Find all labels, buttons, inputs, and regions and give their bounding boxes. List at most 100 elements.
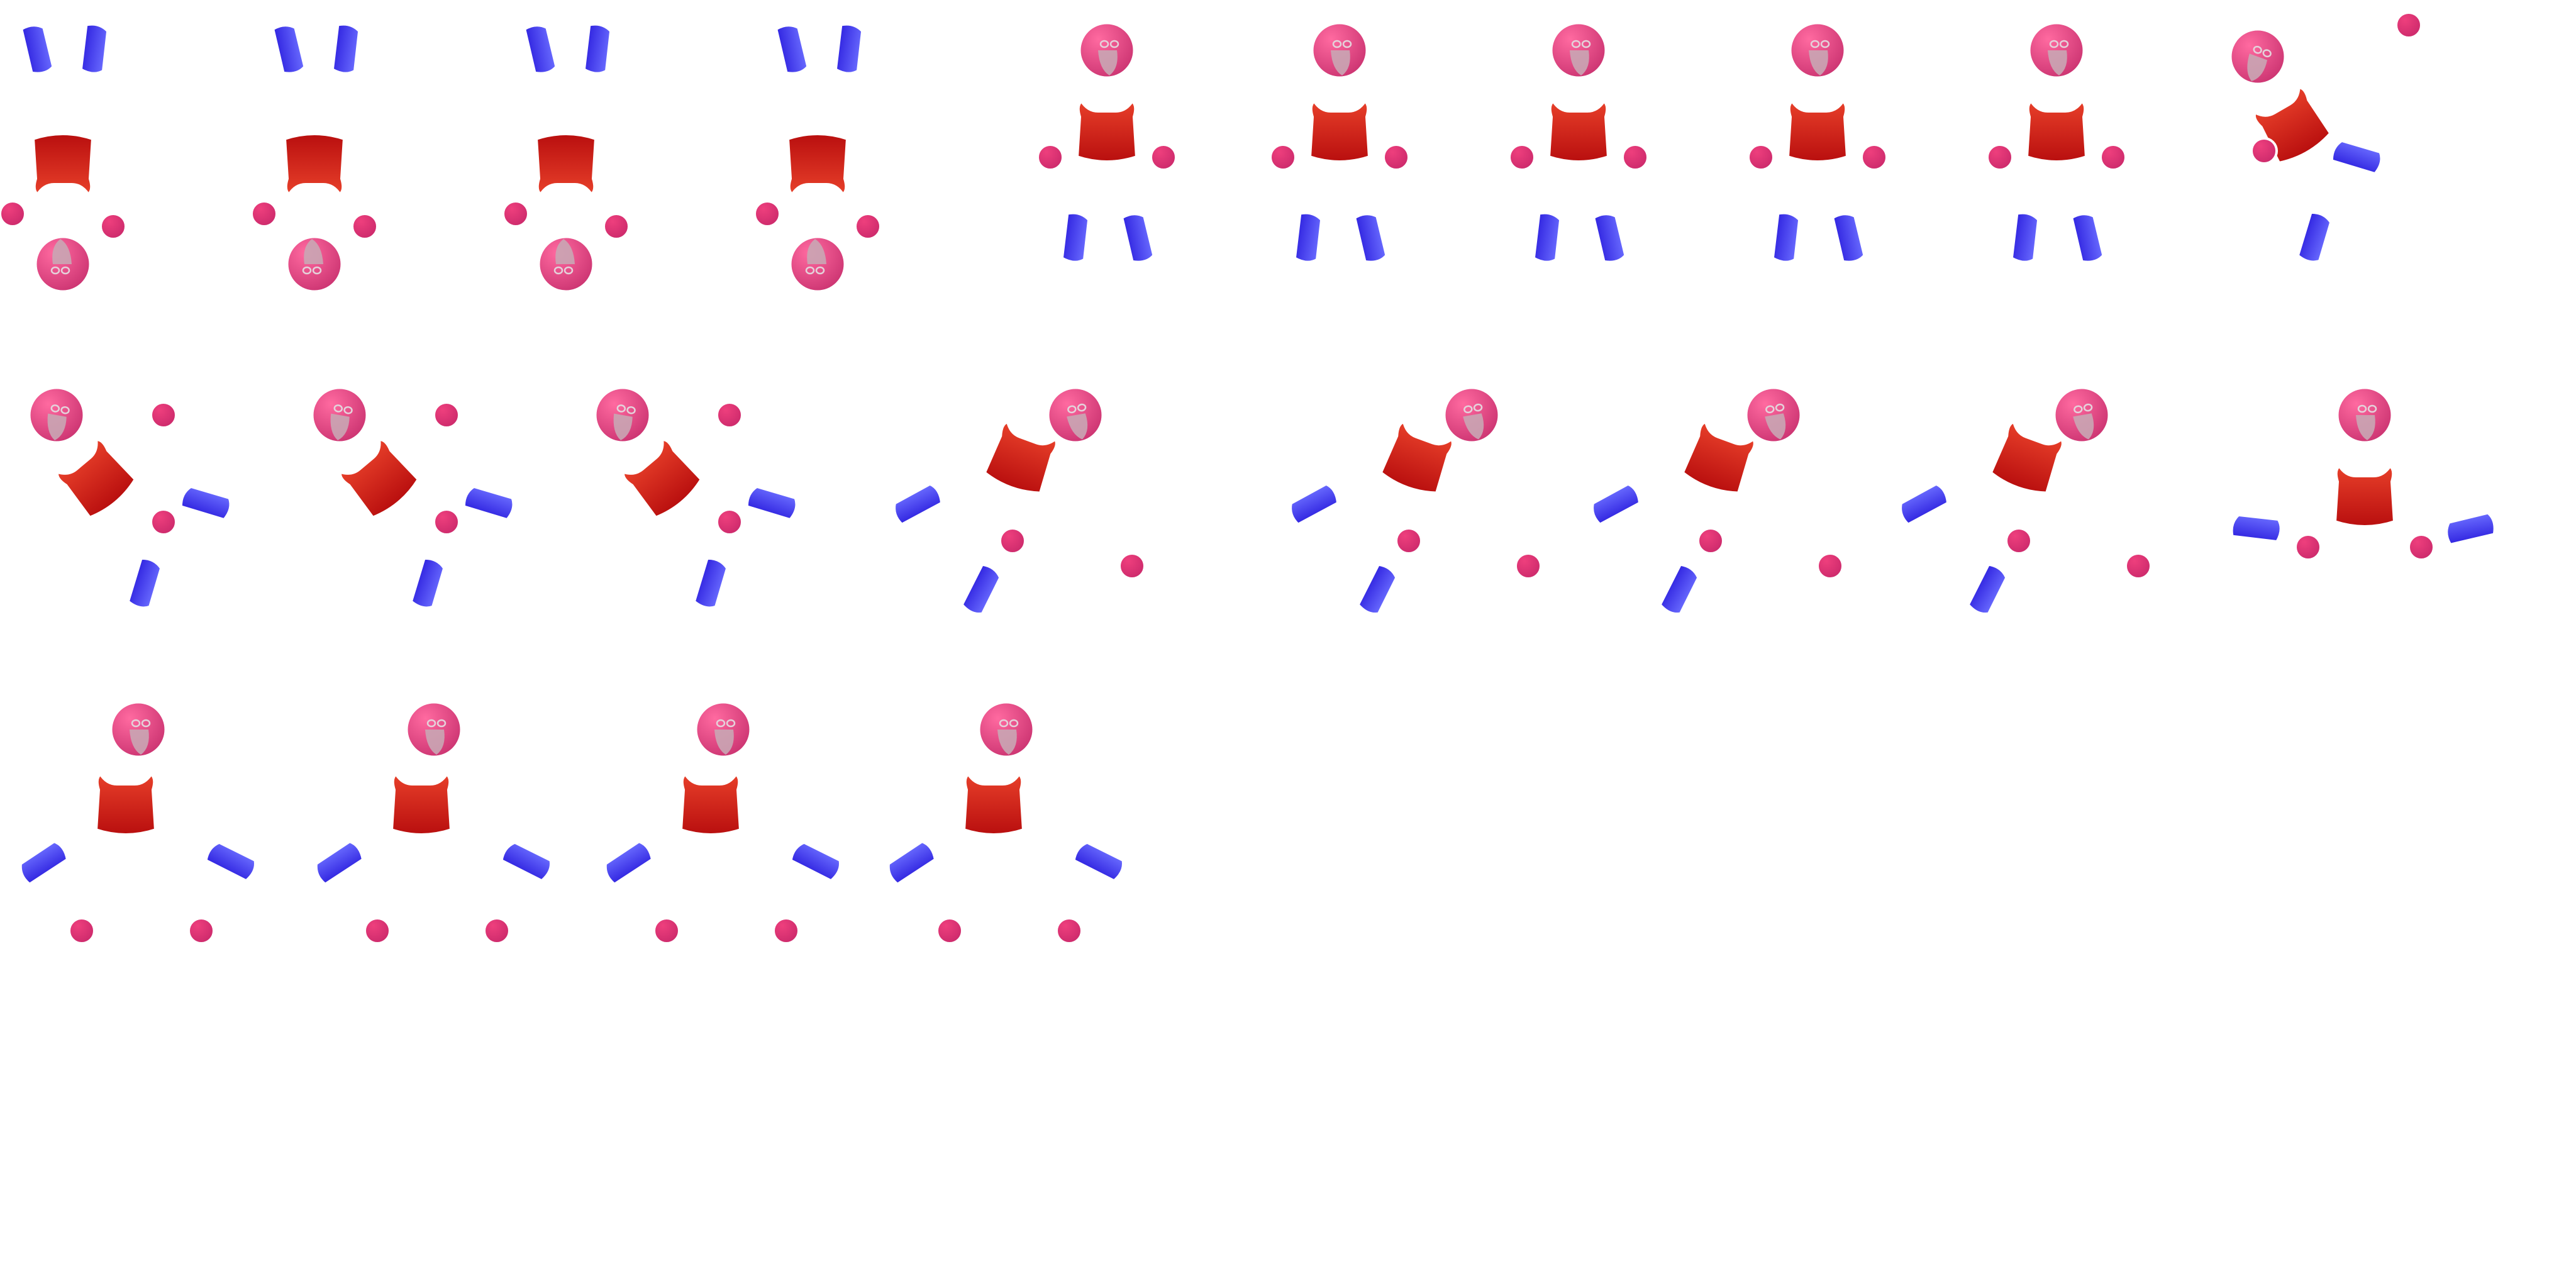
face (805, 239, 826, 275)
sprite-frame (0, 22, 127, 294)
sprite-frame (1747, 21, 1888, 264)
leg (2329, 138, 2384, 176)
leg (1966, 562, 2009, 616)
leg (774, 23, 810, 75)
face (997, 719, 1019, 755)
torso (621, 437, 704, 521)
face (553, 239, 575, 275)
head (285, 235, 344, 294)
leg (886, 839, 938, 887)
sprite-frame (1591, 386, 1844, 616)
sprite-frame (1508, 21, 1649, 264)
sprite-frame (603, 700, 842, 945)
hand (653, 917, 680, 945)
face (302, 239, 323, 275)
leg (314, 839, 365, 887)
leg (1072, 840, 1125, 883)
head (788, 235, 847, 294)
head (2027, 21, 2086, 80)
torso (1074, 97, 1140, 164)
face (714, 719, 736, 755)
face (50, 239, 72, 275)
hand (1621, 143, 1649, 171)
hand (502, 200, 530, 228)
hand (99, 213, 127, 240)
head (977, 700, 1036, 759)
sprite-frame (310, 386, 516, 610)
leg (409, 556, 447, 610)
hand (150, 508, 177, 536)
face (330, 404, 353, 441)
sprite-frames (0, 11, 2497, 945)
leg (960, 562, 1002, 616)
leg (1830, 212, 1867, 264)
hand (1055, 917, 1083, 945)
face (130, 719, 151, 755)
leg (2069, 212, 2106, 264)
leg (522, 23, 558, 75)
leg (745, 484, 799, 522)
hand (1816, 552, 1844, 580)
leg (603, 839, 655, 887)
hand (854, 213, 882, 240)
leg (79, 22, 110, 75)
sprite-frame (27, 386, 233, 610)
torso (282, 131, 347, 198)
leg (462, 484, 516, 522)
leg (270, 23, 307, 75)
hand (364, 917, 391, 945)
hand (187, 917, 215, 945)
hand (351, 213, 379, 240)
sprite-frame (886, 700, 1125, 945)
head (2335, 386, 2394, 445)
face (2073, 403, 2094, 440)
sprite-frame (502, 22, 630, 294)
hand (2250, 137, 2278, 165)
face (1809, 40, 1830, 75)
sprite-frame (250, 22, 379, 294)
hand (433, 401, 460, 429)
head (694, 700, 753, 759)
leg (789, 840, 842, 883)
head (1442, 386, 1501, 445)
torso (1785, 97, 1850, 164)
head (27, 386, 86, 445)
hand (1118, 552, 1146, 580)
head (404, 700, 464, 759)
head (1310, 21, 1369, 80)
hand (1747, 143, 1775, 171)
head (310, 386, 369, 445)
head (1744, 386, 1803, 445)
leg (1292, 211, 1324, 264)
hand (150, 401, 177, 429)
hand (483, 917, 511, 945)
hand (1986, 143, 2014, 171)
hand (1036, 143, 1064, 171)
head (536, 235, 596, 294)
head (1549, 21, 1608, 80)
sprite-frame (18, 700, 257, 945)
torso (389, 770, 454, 837)
torso (338, 437, 421, 521)
sprite-row-upside-down (0, 22, 882, 294)
sprite-row-tumble (27, 386, 2497, 616)
sprite-frame (593, 386, 799, 610)
head (109, 700, 168, 759)
face (1570, 40, 1591, 75)
sprite-frame (753, 22, 882, 294)
leg (204, 840, 257, 883)
face (1765, 403, 1786, 440)
hand (2407, 533, 2435, 561)
leg (1591, 482, 1642, 527)
hand (1395, 527, 1423, 555)
hand (2395, 11, 2423, 39)
torso (55, 437, 138, 521)
sprite-frame (1269, 21, 1410, 264)
hand (936, 917, 963, 945)
head (2052, 386, 2111, 445)
hand (2294, 533, 2322, 561)
torso (678, 770, 743, 837)
torso (785, 131, 850, 198)
leg (126, 556, 164, 610)
